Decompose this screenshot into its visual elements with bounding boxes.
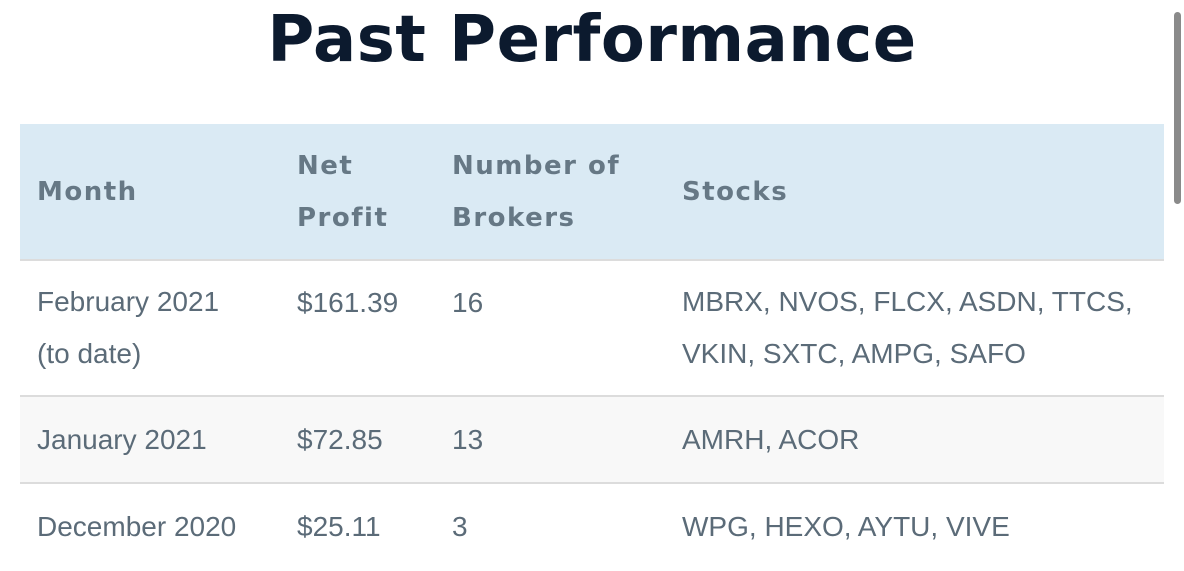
cell-net-profit: $161.39	[280, 259, 435, 396]
table-body: February 2021 (to date) $161.39 16 MBRX,…	[20, 259, 1164, 570]
header-brokers-line1: Number of	[452, 150, 621, 181]
header-net-profit: Net Profit	[280, 124, 435, 260]
table-row: January 2021 $72.85 13 AMRH, ACOR	[20, 395, 1164, 483]
header-stocks: Stocks	[665, 124, 1164, 260]
cell-brokers: 16	[435, 259, 665, 396]
cell-month: January 2021	[20, 395, 280, 483]
header-month-label: Month	[37, 176, 138, 207]
cell-net-profit: $72.85	[280, 395, 435, 483]
table-header: Month Net Profit Number of Brokers Stock…	[20, 124, 1164, 260]
cell-net-profit: $25.11	[280, 482, 435, 570]
cell-stocks: MBRX, NVOS, FLCX, ASDN, TTCS, VKIN, SXTC…	[665, 259, 1164, 396]
cell-month-line1: February 2021	[37, 286, 220, 317]
header-net-profit-line2: Profit	[297, 202, 389, 233]
cell-brokers: 3	[435, 482, 665, 570]
cell-month-line2: (to date)	[37, 338, 142, 369]
page-title: Past Performance	[267, 3, 917, 77]
header-net-profit-line1: Net	[297, 150, 354, 181]
header-stocks-label: Stocks	[682, 176, 789, 207]
table-row: February 2021 (to date) $161.39 16 MBRX,…	[20, 259, 1164, 396]
past-performance-table: Month Net Profit Number of Brokers Stock…	[20, 124, 1164, 570]
cell-month: February 2021 (to date)	[20, 259, 280, 396]
cell-stocks: WPG, HEXO, AYTU, VIVE	[665, 482, 1164, 570]
cell-stocks-line1: MBRX, NVOS, FLCX, ASDN, TTCS,	[682, 286, 1133, 317]
cell-stocks-line2: VKIN, SXTC, AMPG, SAFO	[682, 338, 1026, 369]
header-number-of-brokers: Number of Brokers	[435, 124, 665, 260]
cell-stocks: AMRH, ACOR	[665, 395, 1164, 483]
header-brokers-line2: Brokers	[452, 202, 576, 233]
table-row: December 2020 $25.11 3 WPG, HEXO, AYTU, …	[20, 482, 1164, 570]
cell-month: December 2020	[20, 482, 280, 570]
header-row: Month Net Profit Number of Brokers Stock…	[20, 124, 1164, 260]
header-month: Month	[20, 124, 280, 260]
cell-brokers: 13	[435, 395, 665, 483]
scrollbar-thumb[interactable]	[1174, 12, 1181, 204]
